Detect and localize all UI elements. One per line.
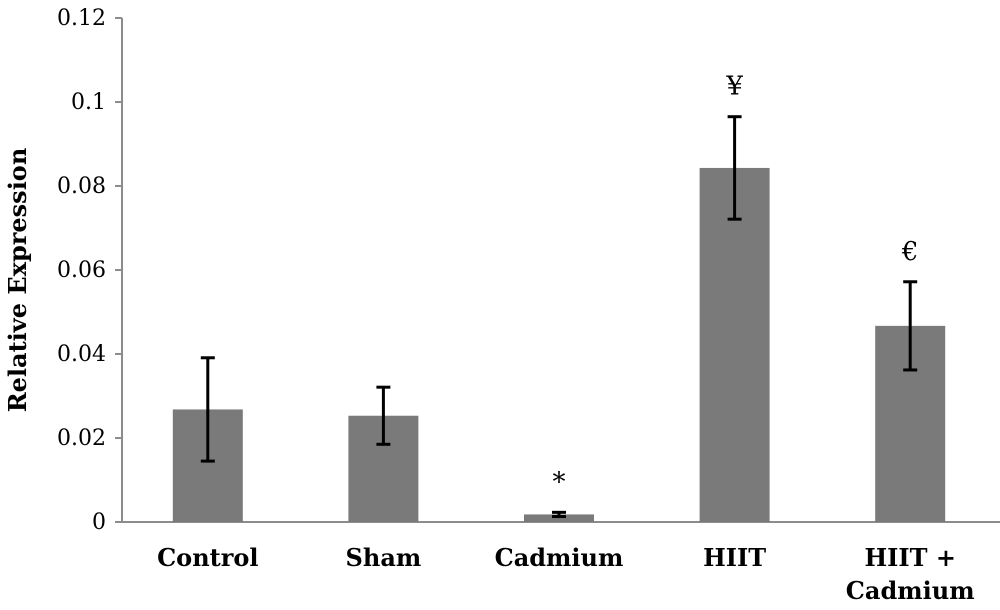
significance-marker: ¥ bbox=[725, 72, 743, 102]
x-category-label: Cadmium bbox=[846, 576, 975, 605]
bar bbox=[699, 167, 770, 522]
x-category-label: Control bbox=[157, 543, 258, 572]
y-tick-label: 0.04 bbox=[57, 342, 106, 367]
y-axis-title: Relative Expression bbox=[3, 148, 32, 413]
significance-marker: € bbox=[901, 237, 919, 267]
y-tick-label: 0.02 bbox=[57, 426, 106, 451]
chart-error-bars bbox=[200, 115, 918, 519]
chart-axes bbox=[115, 17, 1000, 523]
significance-marker: * bbox=[553, 467, 566, 497]
y-tick-label: 0 bbox=[92, 510, 106, 535]
chart-labels: 0 0.02 0.04 0.06 0.08 0.1 0.12 Relative Express… bbox=[3, 6, 975, 605]
bar bbox=[524, 514, 594, 522]
x-category-label: Cadmium bbox=[495, 543, 624, 572]
x-category-label: HIIT + bbox=[864, 543, 955, 572]
y-tick-label: 0.12 bbox=[57, 6, 106, 31]
y-tick-label: 0.08 bbox=[57, 174, 106, 199]
y-tick-label: 0.1 bbox=[71, 90, 106, 115]
x-category-label: Sham bbox=[346, 543, 422, 572]
y-tick-label: 0.06 bbox=[57, 258, 106, 283]
x-category-label: HIIT bbox=[703, 543, 766, 572]
